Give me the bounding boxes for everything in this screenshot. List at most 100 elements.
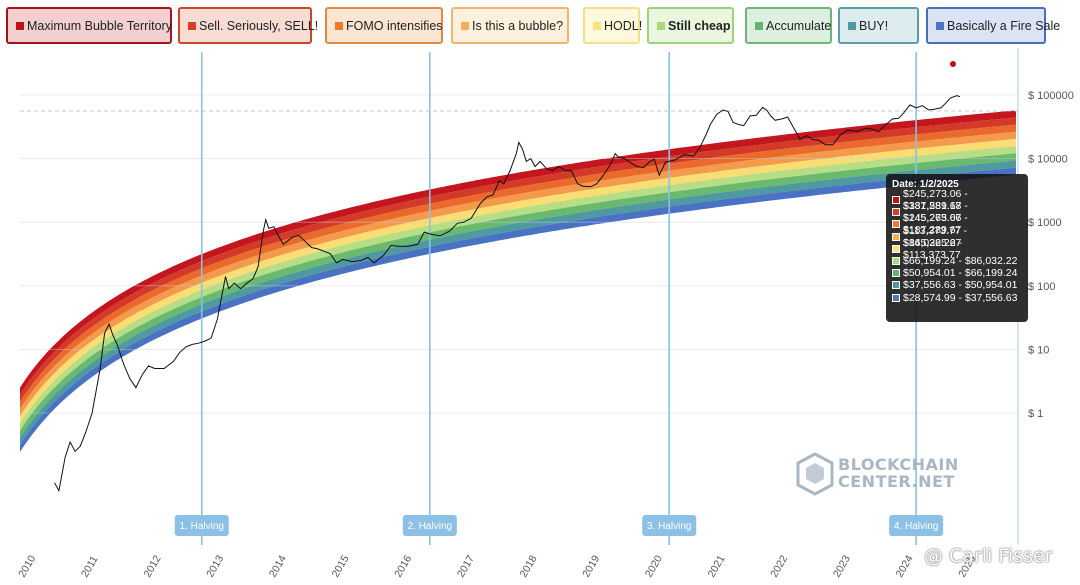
x-tick-label: 2014 bbox=[267, 553, 289, 579]
tooltip-title: Date: 1/2/2025 bbox=[892, 179, 959, 190]
tooltip-swatch-icon bbox=[892, 208, 900, 217]
legend-button-9[interactable]: Basically a Fire Sale bbox=[926, 7, 1060, 44]
halving-label-2: 2. Halving bbox=[402, 515, 457, 536]
legend-label: FOMO intensifies bbox=[346, 18, 443, 33]
tooltip-range: $145,265.67 - $187,289.67 bbox=[903, 212, 968, 237]
tooltip-range: $86,032.22 - $113,373.77 bbox=[903, 236, 962, 261]
legend-swatch-icon bbox=[188, 21, 196, 30]
watermark-text: BLOCKCHAIN CENTER.NET bbox=[838, 456, 959, 490]
tooltip-row: $37,556.63 - $50,954.01 bbox=[892, 279, 1022, 291]
halving-label-box bbox=[889, 515, 944, 536]
tooltip-range: $245,273.06 - $331,581.18 bbox=[903, 188, 968, 213]
tooltip-swatch-icon bbox=[892, 244, 900, 253]
y-tick-label: $ 10000 bbox=[1028, 154, 1068, 166]
rainbow-band-3 bbox=[20, 124, 1016, 409]
tooltip-range: $66,199.24 - $86,032.22 bbox=[903, 255, 1018, 268]
tooltip-swatch-icon bbox=[892, 293, 900, 302]
legend-swatch-icon bbox=[848, 21, 856, 30]
x-tick-label: 2016 bbox=[392, 553, 414, 579]
legend-button-3[interactable]: FOMO intensifies bbox=[325, 7, 443, 44]
tooltip-row: $145,265.67 - $187,289.67 bbox=[892, 212, 1022, 236]
x-tick-label: 2012 bbox=[142, 553, 164, 579]
tooltip-swatch-icon bbox=[892, 281, 900, 290]
rainbow-band-6 bbox=[20, 146, 1016, 431]
legend-label: Sell. Seriously, SELL! bbox=[199, 18, 319, 33]
rainbow-band-8 bbox=[20, 160, 1016, 445]
legend-button-5[interactable]: HODL! bbox=[583, 7, 643, 44]
x-tick-label: 2020 bbox=[643, 553, 665, 579]
y-tick-label: $ 10 bbox=[1028, 344, 1049, 356]
blockchaincenter-logo-icon bbox=[796, 452, 834, 496]
x-tick-label: 2018 bbox=[518, 553, 540, 579]
x-tick-label: 2022 bbox=[768, 553, 790, 579]
y-tick-labels: $ 1 $ 10 $ 100 $ 1000 $ 10000 $ 100000 bbox=[1028, 90, 1074, 420]
halving-label-box bbox=[642, 515, 697, 536]
legend-button-6[interactable]: Still cheap bbox=[647, 7, 734, 44]
rainbow-band-5 bbox=[20, 139, 1016, 424]
legend-label: Basically a Fire Sale bbox=[947, 18, 1061, 33]
x-tick-label: 2015 bbox=[330, 553, 352, 579]
legend-label: Is this a bubble? bbox=[472, 18, 564, 33]
tooltip-swatch-icon bbox=[892, 220, 900, 229]
tooltip-range: $113,373.77 - $145,265.67 bbox=[903, 224, 968, 249]
tooltip-row: $113,373.77 - $145,265.67 bbox=[892, 225, 1022, 249]
grid-lines bbox=[20, 94, 1018, 414]
legend-label: Still cheap bbox=[668, 18, 731, 33]
tooltip-row: $86,032.22 - $113,373.77 bbox=[892, 237, 1022, 261]
tooltip-swatch-icon bbox=[892, 232, 900, 241]
halving-label-text: 3. Halving bbox=[647, 521, 691, 532]
y-tick-label: $ 100000 bbox=[1028, 90, 1074, 102]
legend-label: HODL! bbox=[604, 18, 643, 33]
tooltip-row: $245,273.06 - $331,581.18 bbox=[892, 188, 1022, 212]
tooltip-range: $50,954.01 - $66,199.24 bbox=[903, 267, 1018, 280]
halving-label-1: 1. Halving bbox=[174, 515, 229, 536]
halving-label-text: 2. Halving bbox=[408, 521, 452, 532]
halving-label-text: 1. Halving bbox=[179, 521, 223, 532]
y-tick-label: $ 1 bbox=[1028, 408, 1043, 420]
legend-label: BUY! bbox=[859, 18, 889, 33]
halving-label-box bbox=[174, 515, 229, 536]
legend-swatch-icon bbox=[657, 21, 665, 30]
legend-swatch-icon bbox=[335, 21, 343, 30]
legend-button-7[interactable]: Accumulate bbox=[745, 7, 832, 44]
legend-button-1[interactable]: Maximum Bubble Territory bbox=[6, 7, 172, 44]
legend-button-4[interactable]: Is this a bubble? bbox=[451, 7, 569, 44]
x-tick-label: 2024 bbox=[894, 553, 916, 579]
legend-swatch-icon bbox=[16, 21, 24, 30]
x-tick-label: 2013 bbox=[204, 553, 226, 579]
legend-swatch-icon bbox=[593, 21, 601, 30]
legend-bar: Maximum Bubble Territory Sell. Seriously,… bbox=[0, 0, 1080, 46]
x-tick-labels: 2010 2011 2012 2013 2014 2015 2016 2017 2018 2019… bbox=[16, 553, 978, 579]
legend-swatch-icon bbox=[936, 21, 944, 30]
x-tick-label: 2023 bbox=[831, 553, 853, 579]
tooltip-row: $187,289.67 - $245,273.06 bbox=[892, 200, 1022, 224]
tooltip-swatch-icon bbox=[892, 257, 900, 266]
halving-label-box bbox=[402, 515, 457, 536]
x-tick-label: 2010 bbox=[16, 553, 38, 579]
halving-label-3: 3. Halving bbox=[642, 515, 697, 536]
watermark-line2: CENTER.NET bbox=[838, 472, 955, 491]
y-tick-label: $ 1000 bbox=[1028, 217, 1062, 229]
legend-button-2[interactable]: Sell. Seriously, SELL! bbox=[178, 7, 318, 44]
rainbow-band-1 bbox=[20, 110, 1016, 395]
halving-label-4: 4. Halving bbox=[889, 515, 944, 536]
y-tick-label: $ 100 bbox=[1028, 281, 1056, 293]
tooltip-row: $28,574.99 - $37,556.63 bbox=[892, 292, 1022, 304]
price-line bbox=[54, 95, 961, 493]
tooltip-swatch-icon bbox=[892, 196, 900, 205]
band-tooltip: Date: 1/2/2025 $245,273.06 - $331,581.18… bbox=[886, 174, 1028, 322]
tooltip-row: $66,199.24 - $86,032.22 bbox=[892, 255, 1022, 267]
x-tick-label: 2011 bbox=[79, 554, 101, 580]
legend-label: Maximum Bubble Territory bbox=[27, 18, 172, 33]
halving-labels: 1. Halving 2. Halving 3. Halving 4. Halving bbox=[174, 515, 944, 536]
rainbow-band-4 bbox=[20, 131, 1016, 417]
tooltip-swatch-icon bbox=[892, 269, 900, 278]
rainbow-band-2 bbox=[20, 117, 1016, 402]
tooltip-row: $50,954.01 - $66,199.24 bbox=[892, 267, 1022, 279]
x-tick-label: 2017 bbox=[455, 553, 477, 579]
current-date-marker bbox=[950, 61, 956, 67]
legend-button-8[interactable]: BUY! bbox=[838, 7, 919, 44]
tooltip-range: $37,556.63 - $50,954.01 bbox=[903, 279, 1018, 292]
halving-label-text: 4. Halving bbox=[894, 521, 938, 532]
rainbow-chart: $ 1 $ 10 $ 100 $ 1000 $ 10000 $ 100000 2010 20… bbox=[16, 48, 1074, 580]
